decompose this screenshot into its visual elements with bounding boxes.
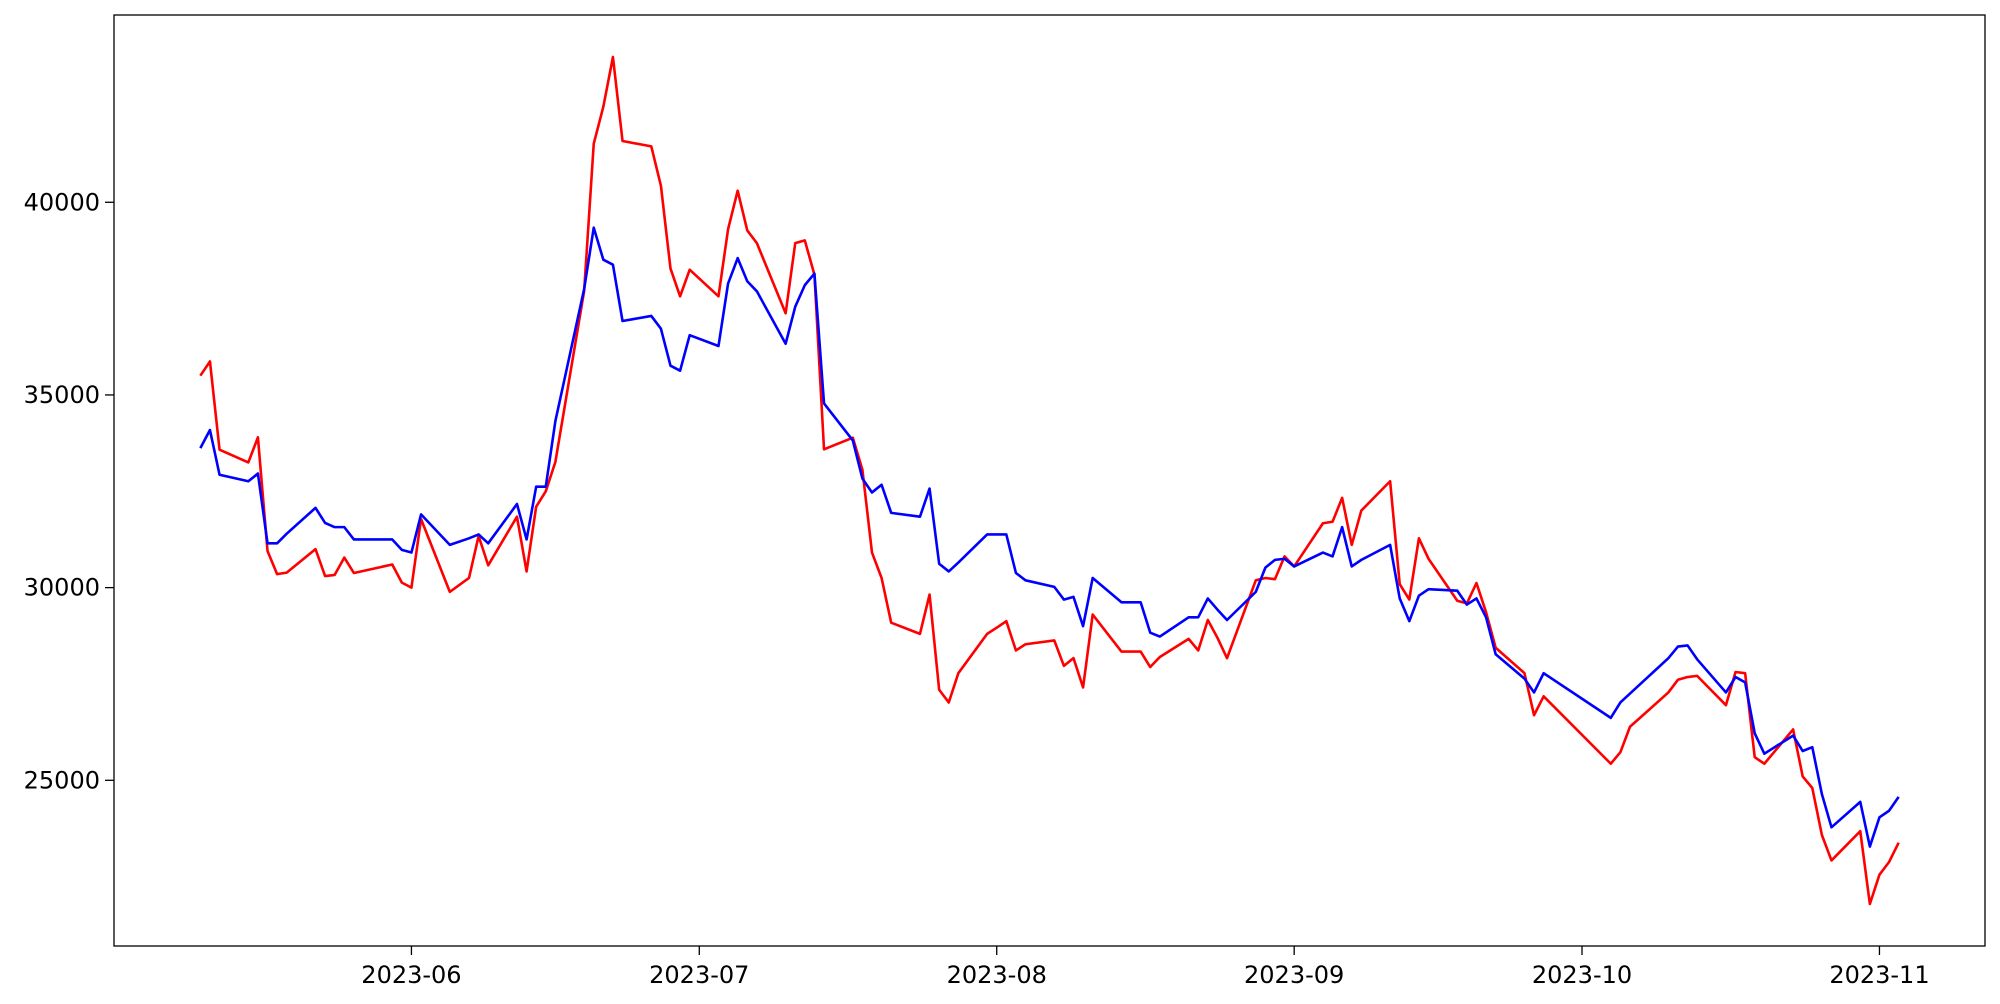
x-tick-label: 2023-10 xyxy=(1532,961,1632,989)
x-tick-label: 2023-11 xyxy=(1829,961,1929,989)
line-series xyxy=(199,226,1900,848)
y-tick-label: 35000 xyxy=(24,381,100,409)
line-series xyxy=(199,55,1900,906)
x-tick-label: 2023-09 xyxy=(1244,961,1344,989)
x-tick-label: 2023-07 xyxy=(649,961,749,989)
y-tick-label: 25000 xyxy=(24,766,100,794)
y-tick-label: 30000 xyxy=(24,574,100,602)
plot-frame xyxy=(113,14,1986,947)
x-tick-label: 2023-08 xyxy=(947,961,1047,989)
x-tick-label: 2023-06 xyxy=(361,961,461,989)
y-tick-label: 40000 xyxy=(24,188,100,216)
